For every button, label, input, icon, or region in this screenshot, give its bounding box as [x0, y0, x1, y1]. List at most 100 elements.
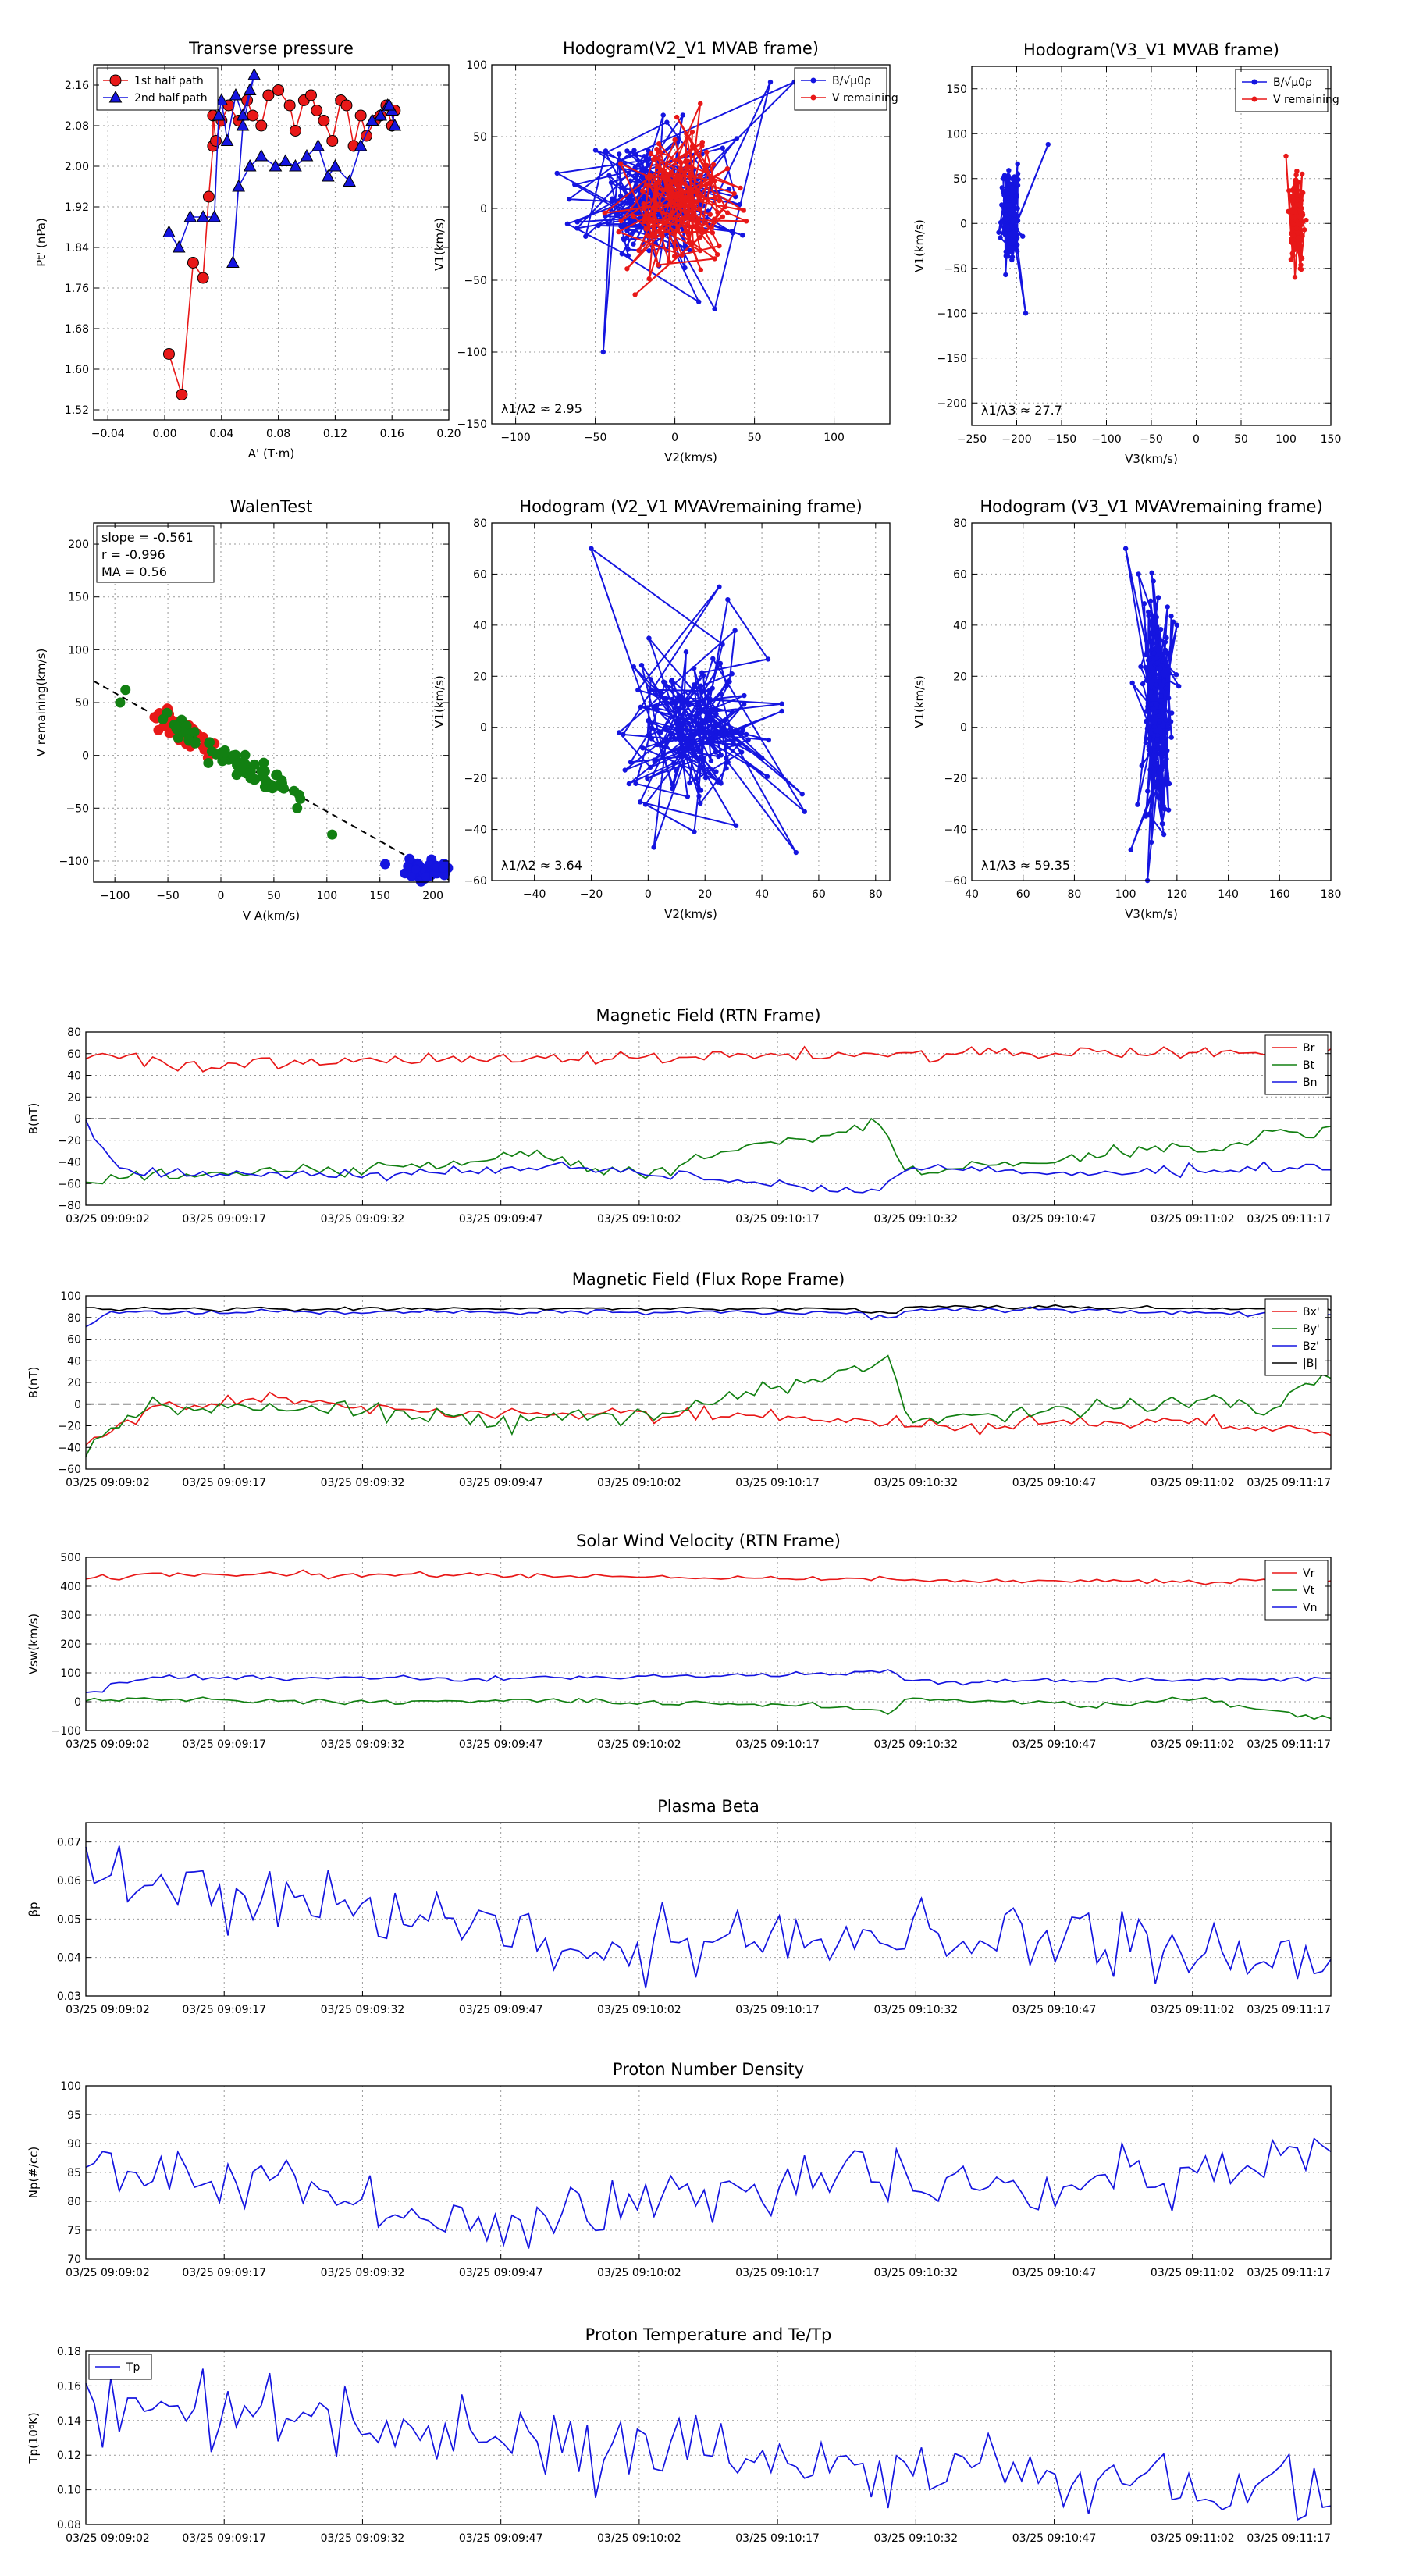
data-point: [1163, 685, 1168, 692]
x-tick-label: 03/25 09:11:17: [1247, 1477, 1331, 1489]
y-tick-label: 60: [953, 568, 967, 581]
x-tick-label: 03/25 09:10:32: [873, 2267, 958, 2279]
x-tick-label: 03/25 09:09:32: [321, 1477, 405, 1489]
y-tick-label: 85: [67, 2167, 81, 2179]
series-line: [85, 2137, 1332, 2249]
data-point: [210, 135, 222, 147]
data-point: [712, 256, 717, 262]
x-tick-label: 100: [1275, 433, 1297, 446]
data-point: [634, 180, 639, 186]
data-point: [247, 67, 261, 80]
data-point: [696, 299, 702, 304]
data-point: [625, 247, 631, 252]
data-point: [682, 265, 688, 271]
x-tick-label: 50: [267, 890, 281, 902]
x-tick-label: 03/25 09:10:32: [873, 1477, 958, 1489]
data-point: [727, 726, 734, 731]
data-point: [1008, 245, 1013, 251]
eigenvalue-ratio: λ1/λ2 ≈ 3.64: [501, 858, 582, 873]
data-point: [1007, 239, 1012, 244]
data-point: [1146, 613, 1151, 618]
data-point: [638, 662, 645, 668]
data-point: [172, 240, 186, 253]
x-axis-label: V2(km/s): [664, 450, 717, 464]
data-point: [279, 154, 293, 166]
data-point: [646, 276, 652, 282]
data-point: [279, 783, 290, 794]
legend-label: Bt: [1303, 1059, 1315, 1072]
y-axis-label: Tp(10⁶K): [27, 2412, 41, 2464]
x-tick-label: 0.16: [380, 428, 404, 440]
data-point: [1163, 717, 1168, 723]
legend-label: 1st half path: [134, 75, 204, 87]
chart-pt: 1st half path 2nd half path −0.04 0.00 0.04 0…: [34, 39, 461, 461]
data-point: [698, 788, 704, 793]
data-point: [646, 157, 651, 162]
data-point: [1169, 710, 1175, 716]
data-point: [1138, 664, 1144, 670]
y-tick-label: −80: [58, 1200, 81, 1212]
data-point: [703, 729, 709, 735]
data-point: [1151, 578, 1156, 584]
data-point: [1153, 756, 1158, 761]
legend-label: Vn: [1303, 1602, 1317, 1614]
y-tick-label: 80: [67, 2196, 81, 2208]
y-tick-label: 150: [68, 592, 89, 604]
data-point: [603, 150, 609, 156]
data-point: [694, 188, 699, 194]
data-point: [1304, 217, 1309, 223]
data-point: [311, 138, 325, 151]
data-point: [649, 725, 655, 731]
data-point: [720, 642, 725, 647]
data-point: [1145, 609, 1151, 615]
data-point: [683, 210, 688, 215]
data-point: [713, 728, 719, 734]
stat-text: r = -0.996: [101, 547, 165, 562]
data-point: [693, 731, 699, 737]
data-point: [656, 164, 661, 170]
y-tick-label: 50: [953, 173, 967, 186]
x-tick-label: 160: [1269, 888, 1290, 901]
x-tick-label: 03/25 09:09:17: [182, 1477, 266, 1489]
data-point: [1158, 626, 1164, 632]
y-axis-label: Np(#/cc): [27, 2147, 41, 2199]
x-tick-label: −200: [1001, 433, 1031, 446]
y-tick-label: 100: [946, 128, 967, 141]
y-tick-label: −50: [66, 802, 89, 815]
data-point: [655, 203, 661, 209]
y-axis-label: Vsw(km/s): [27, 1614, 41, 1674]
x-tick-label: 40: [755, 888, 769, 901]
data-point: [1296, 240, 1301, 246]
data-point: [1154, 691, 1160, 696]
y-tick-label: 100: [68, 644, 89, 656]
data-point: [1015, 171, 1021, 176]
plot-frame: [85, 1557, 1332, 1731]
data-point: [664, 119, 670, 125]
data-point: [615, 213, 621, 219]
data-point: [664, 187, 670, 193]
data-point: [697, 800, 703, 806]
data-point: [642, 205, 647, 212]
data-point: [1000, 219, 1005, 225]
data-point: [1291, 184, 1297, 190]
x-tick-label: 80: [1068, 888, 1082, 901]
data-point: [691, 211, 697, 217]
data-point: [724, 766, 729, 771]
data-point: [632, 292, 638, 297]
data-point: [682, 735, 688, 741]
data-point: [679, 753, 685, 758]
data-point: [1159, 738, 1165, 745]
data-point: [660, 169, 667, 175]
data-point: [696, 710, 702, 717]
chart-title: WalenTest: [230, 497, 313, 516]
data-point: [713, 194, 718, 201]
data-point: [628, 760, 634, 765]
data-point: [236, 108, 250, 121]
data-point: [1297, 265, 1303, 272]
x-tick-label: 03/25 09:09:17: [182, 1213, 266, 1226]
data-point: [1147, 735, 1152, 742]
legend: [96, 67, 219, 111]
data-point: [691, 753, 696, 759]
x-tick-label: 03/25 09:09:02: [66, 2267, 150, 2279]
x-tick-label: 0: [671, 432, 678, 444]
